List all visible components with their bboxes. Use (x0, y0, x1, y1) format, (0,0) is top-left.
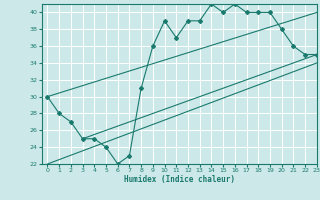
X-axis label: Humidex (Indice chaleur): Humidex (Indice chaleur) (124, 175, 235, 184)
